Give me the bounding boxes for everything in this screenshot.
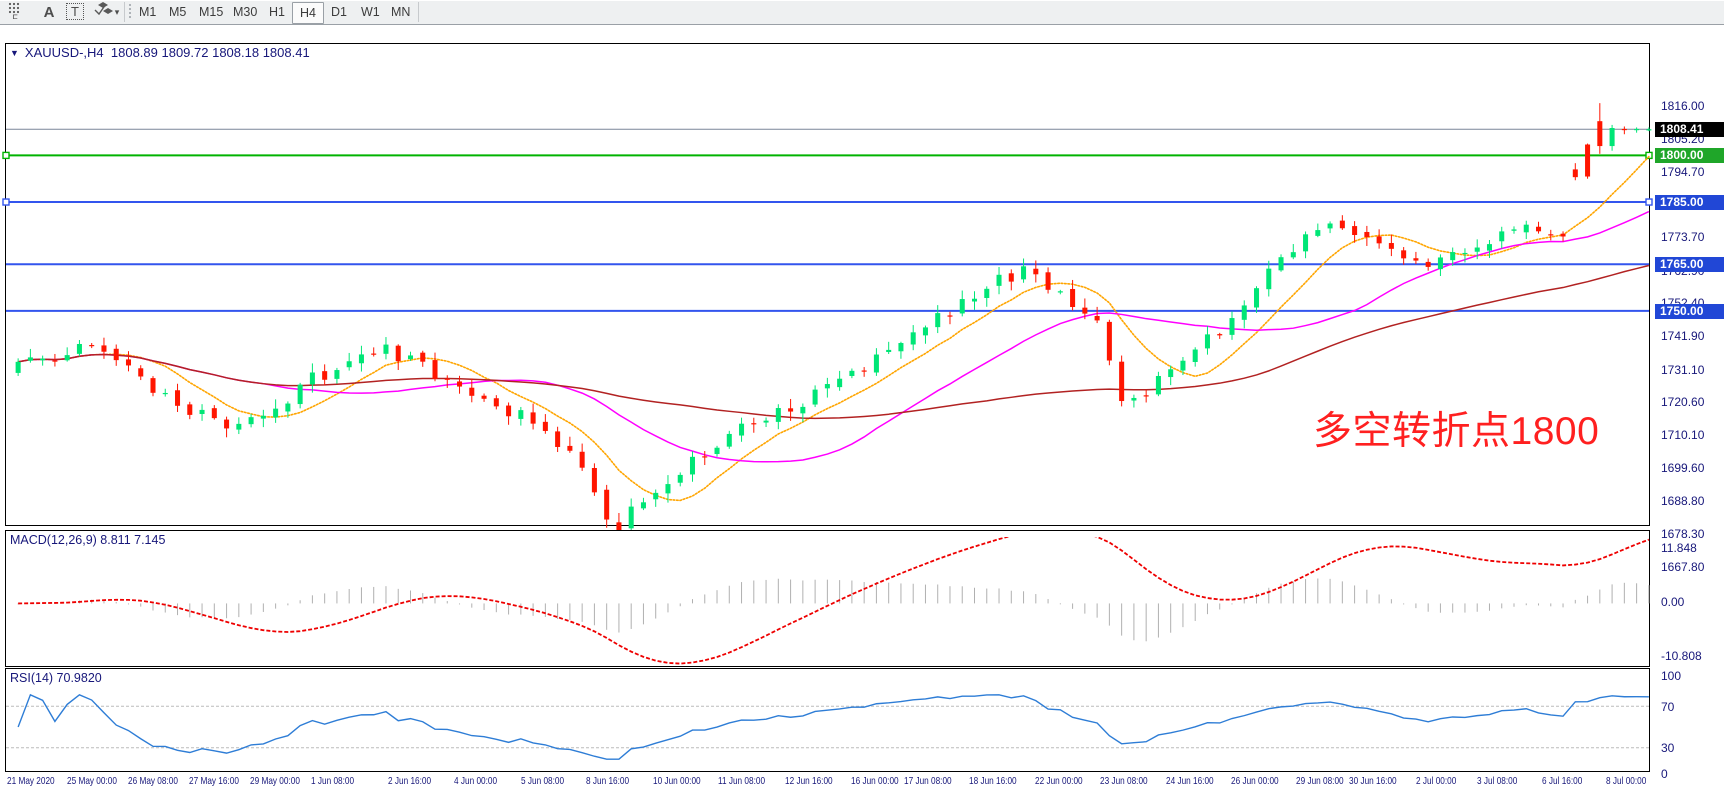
svg-text:F: F — [12, 13, 18, 19]
